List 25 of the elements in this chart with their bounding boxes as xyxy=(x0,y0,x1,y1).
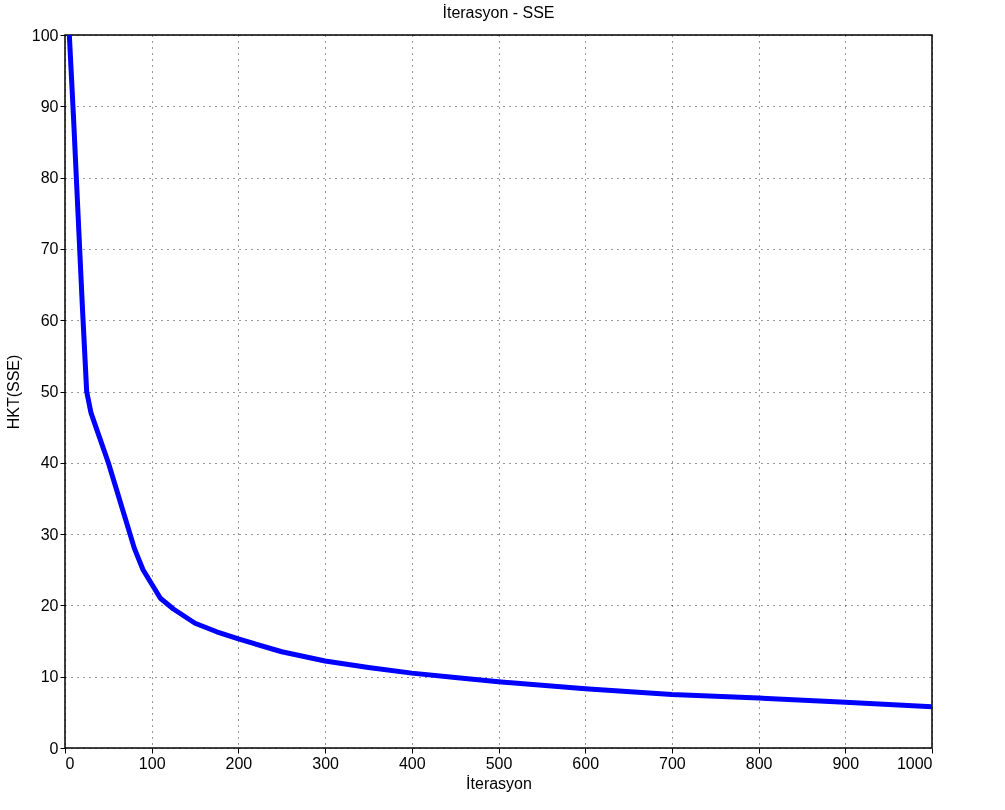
x-axis-title: İterasyon xyxy=(466,773,532,792)
y-axis-title: HKT(SSE) xyxy=(4,354,22,430)
chart-title: İterasyon - SSE xyxy=(442,3,555,21)
x-tick-label: 700 xyxy=(659,754,686,772)
x-tick-label: 400 xyxy=(398,754,426,772)
x-tick-label: 1000 xyxy=(896,754,933,772)
x-tick-label: 600 xyxy=(572,754,600,772)
y-tick-label: 20 xyxy=(40,596,59,614)
y-tick-label: 90 xyxy=(40,97,59,115)
x-tick-label: 200 xyxy=(225,754,253,772)
y-tick-label: 0 xyxy=(49,739,59,757)
y-tick-label: 10 xyxy=(40,668,59,686)
y-tick-label: 80 xyxy=(40,169,59,187)
x-tick-label: 100 xyxy=(138,754,166,772)
x-tick-label: 0 xyxy=(65,754,75,772)
x-tick-label: 800 xyxy=(745,754,773,772)
y-tick-label: 100 xyxy=(31,26,59,44)
y-tick-label: 30 xyxy=(40,525,59,543)
y-tick-label: 50 xyxy=(40,383,59,400)
x-tick-label: 500 xyxy=(485,754,513,772)
y-tick-label: 70 xyxy=(40,240,59,258)
y-tick-label: 60 xyxy=(40,311,59,329)
x-tick-label: 300 xyxy=(312,754,340,772)
x-tick-label: 900 xyxy=(832,754,860,772)
y-tick-label: 40 xyxy=(40,454,59,472)
